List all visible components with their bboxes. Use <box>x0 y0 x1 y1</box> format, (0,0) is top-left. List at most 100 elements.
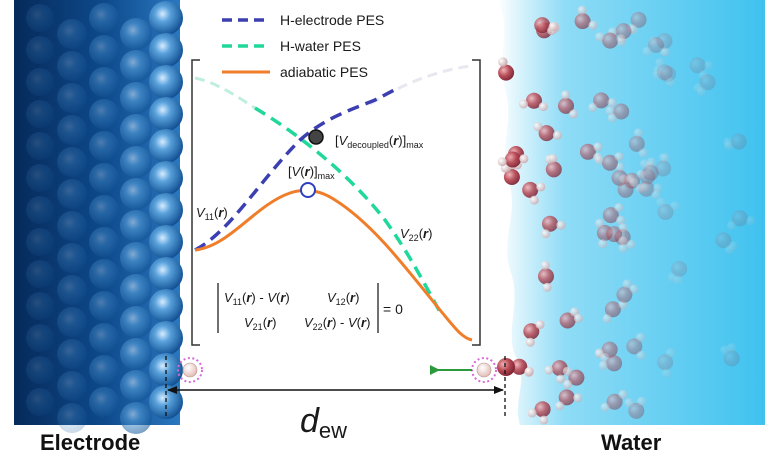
water-hydrogen <box>598 239 608 249</box>
electrode-atom <box>89 35 119 65</box>
electrode-atom <box>26 132 54 160</box>
water-hydrogen <box>618 243 628 253</box>
water-hydrogen <box>563 379 573 389</box>
water-oxygen <box>626 338 643 355</box>
water-hydrogen <box>562 366 572 376</box>
water-oxygen <box>628 135 645 152</box>
electrode-atom <box>26 164 54 192</box>
electrode-atoms <box>26 1 183 434</box>
legend-label-h-water: H-water PES <box>280 38 361 54</box>
water-oxygen <box>657 204 674 220</box>
water-hydrogen <box>633 128 643 138</box>
water-hydrogen <box>636 350 646 360</box>
electrode-atom <box>120 338 152 370</box>
electrode-atom <box>57 339 87 369</box>
plot-bracket-right <box>472 59 481 346</box>
electrode-atom <box>26 324 54 352</box>
decoupled-max-point <box>308 129 324 145</box>
water-hydrogen <box>646 157 656 167</box>
water-hydrogen <box>660 47 669 57</box>
water-oxygen <box>558 389 575 406</box>
water-oxygen <box>522 181 539 198</box>
electrode-atom <box>149 97 183 131</box>
proton-electrode <box>182 362 198 378</box>
water-oxygen <box>656 64 673 81</box>
v-max-label: [V(r)]max <box>288 164 335 181</box>
water-oxygen <box>602 32 619 49</box>
water-hydrogen <box>652 183 662 193</box>
water-hydrogen <box>626 239 636 249</box>
h-water-pes-curve <box>254 106 442 313</box>
water-hydrogen <box>548 153 558 163</box>
water-hydrogen <box>616 34 626 44</box>
water-hydrogen <box>519 99 528 109</box>
v11-label: V11(r) <box>196 205 228 222</box>
proton-electrode-ring <box>177 357 203 383</box>
electrode-atom <box>149 257 183 291</box>
proton-water <box>476 362 492 378</box>
water-oxygen <box>568 369 585 386</box>
electrode-atom <box>26 196 54 224</box>
water-hydrogen <box>667 272 677 282</box>
water-oxygen <box>613 103 630 120</box>
v22-label: V22(r) <box>400 226 432 243</box>
water-hydrogen <box>636 169 646 179</box>
electrode-atom <box>26 388 54 416</box>
water-oxygen <box>604 301 621 318</box>
water-hydrogen <box>670 201 680 211</box>
water-oxygen <box>606 393 623 410</box>
water-oxygen <box>731 210 748 227</box>
water-hydrogen <box>746 216 756 226</box>
electrode-atom <box>26 228 54 256</box>
water-hydrogen <box>577 5 587 15</box>
electrode-atom <box>57 275 87 305</box>
electrode-atom <box>89 355 119 385</box>
water-hydrogen <box>540 260 550 270</box>
water-oxygen <box>606 226 623 243</box>
electrode-atom <box>57 243 87 273</box>
water-hydrogen <box>662 368 671 378</box>
distance-label: dew <box>300 402 347 443</box>
water-oxygen <box>542 215 558 232</box>
water-oxygen <box>574 13 591 30</box>
electrode-atom <box>26 356 54 384</box>
legend-label-adiabatic: adiabatic PES <box>280 64 368 80</box>
water-oxygen <box>617 181 634 198</box>
water-oxygen <box>504 151 521 168</box>
water-oxygen <box>545 161 562 178</box>
water-hydrogen <box>536 182 546 192</box>
electrode-atom <box>89 227 119 257</box>
water-hydrogen <box>618 389 628 399</box>
water-hydrogen <box>629 284 639 294</box>
water-oxygen <box>648 37 664 53</box>
water-oxygen <box>616 286 633 303</box>
water-hydrogen <box>618 223 628 233</box>
water-oxygen <box>503 169 520 185</box>
water-hydrogen <box>655 58 665 68</box>
water-hydrogen <box>552 130 562 140</box>
electrode-atom <box>89 259 119 289</box>
water-oxygen <box>498 64 515 81</box>
water-hydrogen <box>556 220 566 230</box>
water-hydrogen <box>619 174 629 184</box>
electrode-atom <box>120 18 152 50</box>
water-hydrogen <box>533 122 543 132</box>
electrode-atom <box>120 50 152 82</box>
water-hydrogen <box>607 98 617 108</box>
h-electrode-pes-curve <box>194 86 399 252</box>
v-decoupled-max-label: [Vdecoupled(r)]max <box>335 133 424 150</box>
electrode-atom <box>120 210 152 242</box>
electrode-atom <box>120 82 152 114</box>
electrode-atom <box>120 178 152 210</box>
water-hydrogen <box>573 393 583 403</box>
water-hydrogen <box>556 374 566 384</box>
water-hydrogen <box>704 60 714 70</box>
water-hydrogen <box>656 197 666 207</box>
water-oxygen <box>511 358 528 375</box>
water-hydrogen <box>624 398 634 408</box>
water-oxygen <box>657 354 674 371</box>
electrode-atom <box>57 307 87 337</box>
water-hydrogen <box>622 279 632 289</box>
water-oxygen <box>534 401 551 418</box>
